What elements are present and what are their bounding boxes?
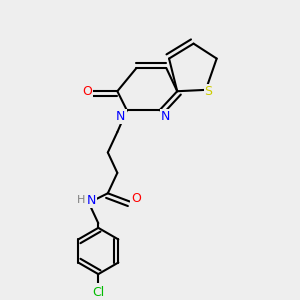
Text: S: S [205,85,212,98]
Text: N: N [116,110,126,123]
Text: Cl: Cl [92,286,104,299]
Text: N: N [161,110,170,123]
Text: N: N [87,194,96,207]
Text: H: H [77,195,85,205]
Text: O: O [131,192,141,205]
Text: O: O [82,85,92,98]
